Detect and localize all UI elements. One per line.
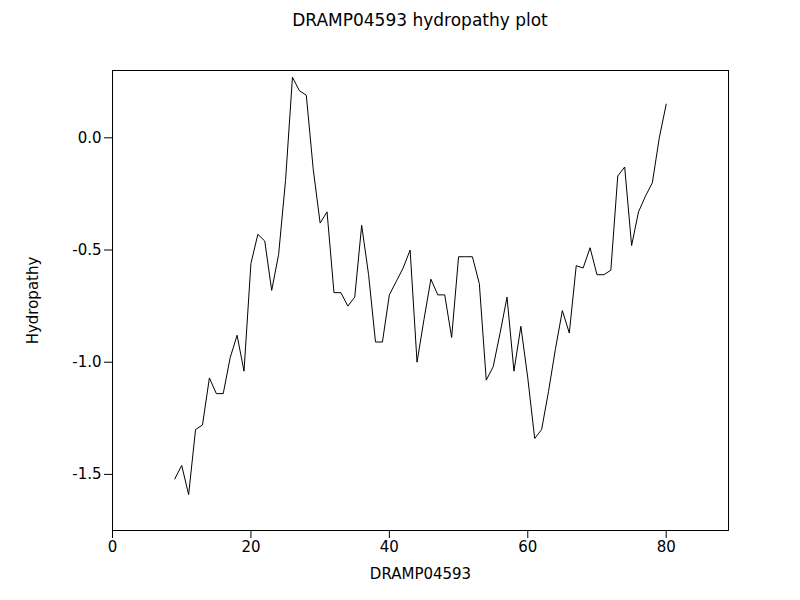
svg-text:DRAMP04593: DRAMP04593 bbox=[370, 565, 471, 583]
svg-text:0.0: 0.0 bbox=[78, 129, 102, 147]
svg-text:20: 20 bbox=[241, 538, 260, 556]
svg-text:Hydropathy: Hydropathy bbox=[24, 257, 42, 345]
svg-text:0: 0 bbox=[108, 538, 118, 556]
svg-text:40: 40 bbox=[380, 538, 399, 556]
svg-text:80: 80 bbox=[657, 538, 676, 556]
svg-text:-0.5: -0.5 bbox=[72, 241, 101, 259]
svg-text:-1.5: -1.5 bbox=[72, 465, 101, 483]
html-text:DRAMP04593 hydropathy plot: DRAMP04593 hydropathy plot bbox=[292, 10, 548, 30]
svg-text:60: 60 bbox=[518, 538, 537, 556]
svg-text:-1.0: -1.0 bbox=[72, 353, 101, 371]
